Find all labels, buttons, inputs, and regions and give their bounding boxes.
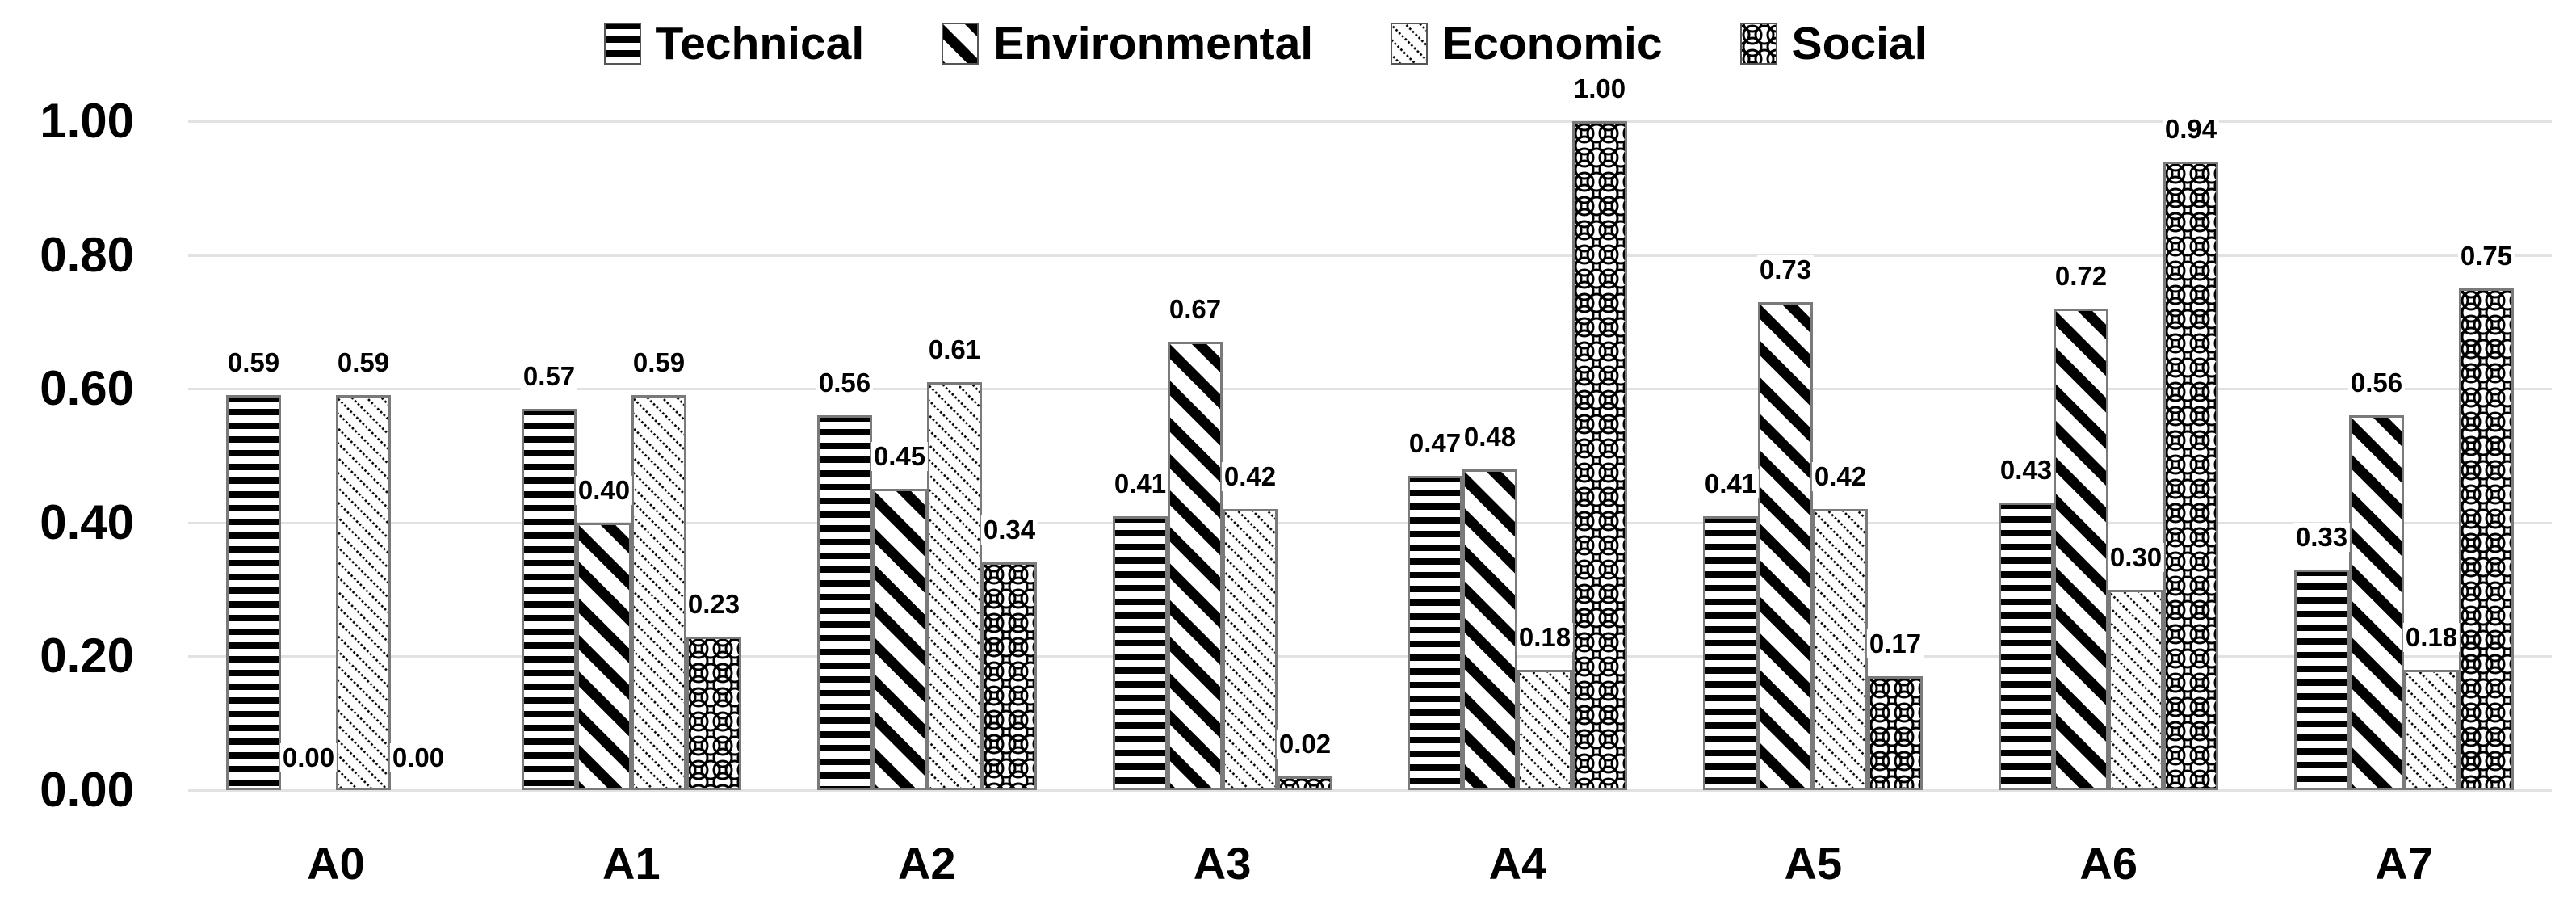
legend-swatch-technical-icon	[603, 23, 641, 65]
value-label-a4-economic: 0.18	[1516, 623, 1574, 652]
bar-a5-technical	[1703, 516, 1758, 790]
bar-a7-economic	[2404, 670, 2459, 790]
value-label-a4-environmental: 0.48	[1461, 423, 1519, 452]
bar-a6-economic	[2108, 590, 2163, 790]
value-label-a6-technical: 0.43	[1997, 456, 2055, 485]
bar-a6-technical	[1999, 503, 2054, 790]
gridline	[188, 120, 2552, 123]
bar-a1-environmental	[577, 523, 631, 790]
bar-a4-technical	[1408, 476, 1462, 790]
value-label-a7-environmental: 0.56	[2347, 368, 2406, 398]
y-tick-label: 0.60	[40, 361, 134, 415]
legend-swatch-social-icon	[1739, 23, 1777, 65]
y-tick-label: 0.40	[40, 495, 134, 549]
value-label-a3-economic: 0.42	[1221, 462, 1279, 491]
value-label-a4-technical: 0.47	[1406, 429, 1464, 458]
value-label-a7-technical: 0.33	[2293, 523, 2351, 552]
legend-swatch-environmental-icon	[942, 23, 980, 65]
x-axis-label-a3: A3	[1193, 838, 1252, 889]
value-label-a4-social: 1.00	[1571, 74, 1629, 103]
value-label-a5-technical: 0.41	[1701, 469, 1760, 498]
value-label-a1-economic: 0.59	[630, 348, 688, 377]
legend-label-economic: Economic	[1442, 18, 1663, 69]
value-label-a3-environmental: 0.67	[1166, 295, 1224, 324]
legend-item-environmental: Environmental	[942, 17, 1313, 70]
x-axis-label-a6: A6	[2079, 838, 2138, 889]
value-label-a2-social: 0.34	[980, 515, 1038, 545]
x-axis-label-a0: A0	[307, 838, 365, 889]
value-label-a5-social: 0.17	[1866, 629, 1924, 658]
gridline	[188, 254, 2552, 257]
bar-a2-economic	[927, 382, 982, 790]
legend-label-technical: Technical	[655, 18, 865, 69]
legend-label-social: Social	[1791, 18, 1928, 69]
y-tick-label: 0.80	[40, 228, 134, 282]
y-tick-label: 0.20	[40, 629, 134, 683]
gridline	[188, 655, 2552, 658]
value-label-a6-environmental: 0.72	[2052, 262, 2110, 291]
value-label-a5-economic: 0.42	[1811, 462, 1869, 491]
bar-a1-technical	[522, 409, 577, 790]
y-tick-label: 0.00	[40, 763, 134, 817]
bar-a3-social	[1278, 776, 1332, 790]
bar-a7-environmental	[2349, 415, 2404, 790]
value-label-a6-social: 0.94	[2162, 115, 2220, 144]
bar-a5-economic	[1813, 509, 1868, 790]
x-axis-label-a2: A2	[897, 838, 956, 889]
value-label-a6-economic: 0.30	[2107, 543, 2165, 572]
bar-a4-social	[1572, 121, 1627, 790]
bar-a7-social	[2459, 288, 2514, 790]
legend-item-economic: Economic	[1391, 17, 1663, 70]
bar-a0-technical	[226, 395, 281, 790]
value-label-a3-technical: 0.41	[1111, 469, 1169, 498]
legend-item-social: Social	[1739, 17, 1928, 70]
bar-a2-technical	[817, 415, 872, 790]
bar-a6-social	[2163, 162, 2218, 790]
value-label-a2-environmental: 0.45	[871, 442, 929, 471]
bar-a2-social	[982, 562, 1037, 790]
bar-a5-environmental	[1758, 302, 1813, 790]
bar-a1-economic	[631, 395, 686, 790]
legend: Technical Environmental Economic Social	[0, 11, 2553, 76]
bar-a1-social	[686, 637, 741, 790]
bar-a6-environmental	[2054, 309, 2108, 790]
y-tick-label: 1.00	[40, 94, 134, 148]
legend-label-environmental: Environmental	[993, 18, 1314, 69]
gridline	[188, 789, 2552, 792]
bar-a3-technical	[1113, 516, 1168, 790]
x-axis-label-a5: A5	[1784, 838, 1843, 889]
bar-a0-economic	[336, 395, 391, 790]
value-label-a3-social: 0.02	[1276, 730, 1334, 759]
value-label-a2-technical: 0.56	[816, 368, 874, 398]
value-label-a0-economic: 0.59	[334, 348, 392, 377]
bar-a5-social	[1868, 676, 1923, 790]
bar-a7-technical	[2294, 570, 2349, 790]
value-label-a7-social: 0.75	[2457, 242, 2515, 271]
value-label-a0-social: 0.00	[389, 743, 447, 772]
value-label-a7-economic: 0.18	[2402, 623, 2461, 652]
value-label-a5-environmental: 0.73	[1756, 255, 1815, 284]
value-label-a0-technical: 0.59	[224, 348, 283, 377]
x-axis-label-a4: A4	[1488, 838, 1547, 889]
bar-a3-economic	[1223, 509, 1278, 790]
legend-swatch-economic-icon	[1391, 23, 1429, 65]
value-label-a2-economic: 0.61	[925, 335, 984, 364]
x-axis-label-a7: A7	[2375, 838, 2433, 889]
value-label-a0-environmental: 0.00	[279, 743, 338, 772]
bar-a4-economic	[1517, 670, 1572, 790]
value-label-a1-environmental: 0.40	[575, 476, 633, 505]
gridline	[188, 522, 2552, 524]
value-label-a1-social: 0.23	[685, 590, 743, 619]
x-axis-label-a1: A1	[602, 838, 661, 889]
value-label-a1-technical: 0.57	[520, 362, 578, 391]
bar-a2-environmental	[872, 489, 927, 790]
bar-a3-environmental	[1168, 342, 1223, 790]
bar-a4-environmental	[1462, 469, 1517, 790]
gridline	[188, 388, 2552, 390]
legend-item-technical: Technical	[603, 17, 865, 70]
